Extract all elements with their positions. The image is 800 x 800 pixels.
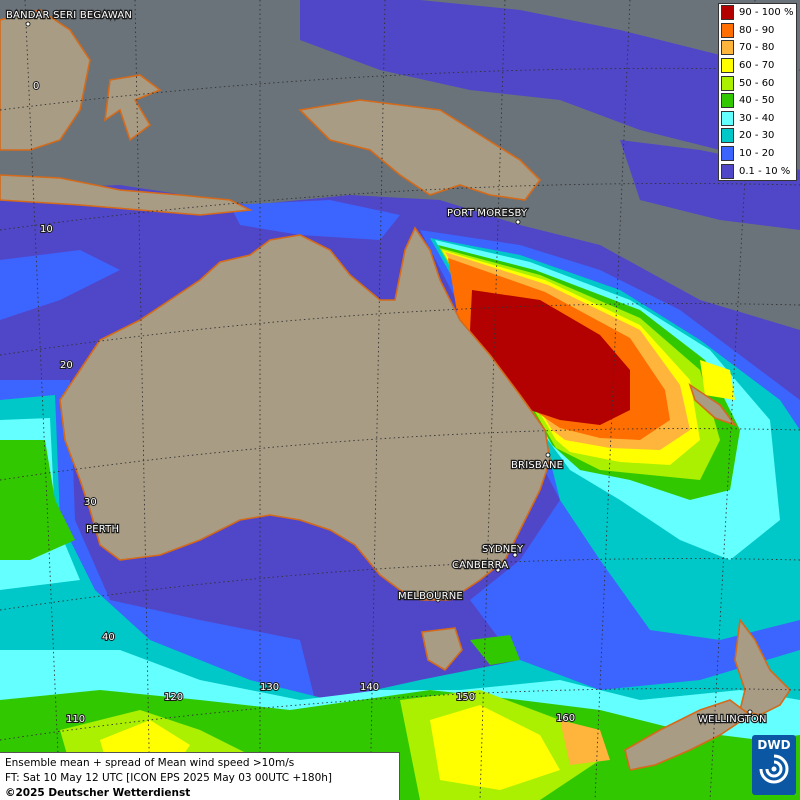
- legend-label: 0.1 - 10 %: [739, 165, 791, 177]
- map-info-box: Ensemble mean + spread of Mean wind spee…: [0, 752, 400, 800]
- probability-legend: 90 - 100 % 80 - 90 70 - 80 60 - 70 50 - …: [718, 3, 797, 181]
- dwd-logo-text: DWD: [757, 738, 791, 752]
- legend-row: 50 - 60: [719, 74, 796, 92]
- legend-swatch: [721, 22, 734, 38]
- legend-label: 70 - 80: [739, 42, 775, 54]
- legend-row: 70 - 80: [719, 39, 796, 57]
- legend-label: 60 - 70: [739, 60, 775, 72]
- legend-row: 60 - 70: [719, 57, 796, 75]
- swirl-icon: [759, 754, 789, 784]
- lon-label: 130: [260, 682, 279, 693]
- legend-label: 20 - 30: [739, 130, 775, 142]
- city-label-canberra: CANBERRA: [452, 560, 508, 571]
- legend-label: 80 - 90: [739, 24, 775, 36]
- lon-label: 120: [164, 692, 183, 703]
- legend-row: 30 - 40: [719, 110, 796, 128]
- legend-label: 10 - 20: [739, 148, 775, 160]
- dwd-logo: DWD: [752, 735, 796, 795]
- legend-row: 0.1 - 10 %: [719, 162, 796, 180]
- legend-swatch: [721, 58, 734, 74]
- sulawesi-landmass: [103, 74, 162, 142]
- city-label-brisbane: BRISBANE: [511, 460, 563, 471]
- city-label-sydney: SYDNEY: [482, 544, 524, 555]
- legend-swatch: [721, 128, 734, 144]
- city-label-bandar-seri-begawan: BANDAR SERI BEGAWAN: [6, 10, 132, 21]
- latitude-labels: 0 10 20 30 40: [32, 80, 116, 644]
- tasmania-landmass: [421, 627, 463, 672]
- city-markers: [25, 21, 753, 715]
- legend-swatch: [721, 75, 734, 91]
- land-masses: [0, 9, 792, 771]
- lon-label: 140: [360, 682, 379, 693]
- legend-label: 40 - 50: [739, 95, 775, 107]
- legend-swatch: [721, 163, 734, 179]
- nz-north-island: [734, 617, 792, 716]
- australia-landmass: [59, 226, 551, 601]
- lat-label: 30: [84, 497, 97, 508]
- new-caledonia: [688, 383, 738, 427]
- legend-row: 10 - 20: [719, 145, 796, 163]
- legend-row: 20 - 30: [719, 127, 796, 145]
- prob-band-90-100: [470, 290, 630, 425]
- legend-swatch: [721, 110, 734, 126]
- city-label-perth: PERTH: [86, 524, 119, 535]
- lat-label: 0: [33, 81, 39, 92]
- lon-label: 160: [556, 713, 575, 724]
- lon-label: 150: [456, 692, 475, 703]
- legend-swatch: [721, 40, 734, 56]
- forecast-time: FT: Sat 10 May 12 UTC [ICON EPS 2025 May…: [5, 772, 332, 784]
- copyright-notice: ©2025 Deutscher Wetterdienst: [5, 787, 191, 799]
- city-label-wellington: WELLINGTON: [698, 714, 767, 725]
- nz-south-island: [624, 699, 752, 771]
- city-labels: BANDAR SERI BEGAWAN PORT MORESBY BRISBAN…: [5, 9, 768, 726]
- lat-label: 40: [102, 632, 115, 643]
- lon-label: 110: [66, 714, 85, 725]
- lat-label: 10: [40, 224, 53, 235]
- legend-row: 80 - 90: [719, 22, 796, 40]
- legend-label: 50 - 60: [739, 77, 775, 89]
- legend-label: 90 - 100 %: [739, 7, 794, 19]
- legend-row: 40 - 50: [719, 92, 796, 110]
- product-description: Ensemble mean + spread of Mean wind spee…: [5, 757, 295, 769]
- longitude-labels: 110 120 130 140 150 160: [65, 681, 576, 726]
- legend-label: 30 - 40: [739, 112, 775, 124]
- legend-row: 90 - 100 %: [719, 4, 796, 22]
- sunda-islands: [0, 174, 253, 216]
- borneo-landmass: [0, 9, 91, 151]
- lat-label: 20: [60, 360, 73, 371]
- legend-swatch: [721, 5, 734, 21]
- legend-swatch: [721, 146, 734, 162]
- new-guinea-landmass: [298, 99, 542, 201]
- city-label-port-moresby: PORT MORESBY: [447, 208, 528, 219]
- legend-swatch: [721, 93, 734, 109]
- city-label-melbourne: MELBOURNE: [398, 591, 463, 602]
